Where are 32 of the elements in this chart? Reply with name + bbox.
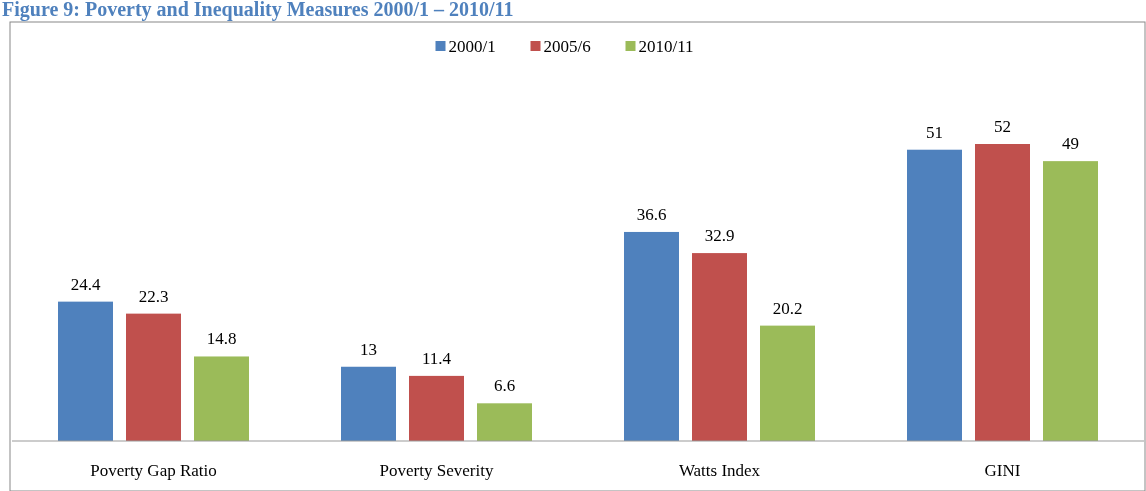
- data-label: 22.3: [138, 286, 169, 306]
- bar: [477, 403, 532, 441]
- data-label: 36.6: [636, 204, 667, 224]
- data-label: 6.6: [493, 376, 516, 396]
- x-tick-label: Watts Index: [678, 461, 761, 480]
- legend-label: 2010/11: [638, 37, 694, 56]
- bar: [692, 253, 747, 441]
- bar: [58, 301, 113, 441]
- legend-label: 2000/1: [448, 37, 496, 56]
- x-tick-label: Poverty Severity: [379, 461, 494, 480]
- bar: [194, 356, 249, 441]
- bar: [907, 149, 962, 441]
- bar: [1043, 161, 1098, 441]
- data-label: 11.4: [421, 348, 452, 368]
- bar: [341, 366, 396, 441]
- data-label: 51: [926, 122, 943, 142]
- data-label: 24.4: [70, 274, 101, 294]
- bar: [409, 375, 464, 441]
- bar: [975, 144, 1030, 441]
- data-label: 32.9: [704, 226, 735, 246]
- data-label: 13: [360, 339, 377, 359]
- bar: [126, 313, 181, 441]
- bar: [760, 325, 815, 441]
- data-label: 52: [994, 117, 1011, 136]
- x-tick-label: GINI: [984, 461, 1021, 480]
- bar: [624, 231, 679, 441]
- data-label: 14.8: [206, 329, 237, 349]
- chart-title: Figure 9: Poverty and Inequality Measures 2000/1 – 2010/11: [2, 0, 514, 21]
- data-label: 20.2: [772, 298, 803, 318]
- x-tick-label: Poverty Gap Ratio: [90, 461, 217, 480]
- data-label: 49: [1062, 134, 1079, 154]
- legend-label: 2005/6: [543, 37, 591, 56]
